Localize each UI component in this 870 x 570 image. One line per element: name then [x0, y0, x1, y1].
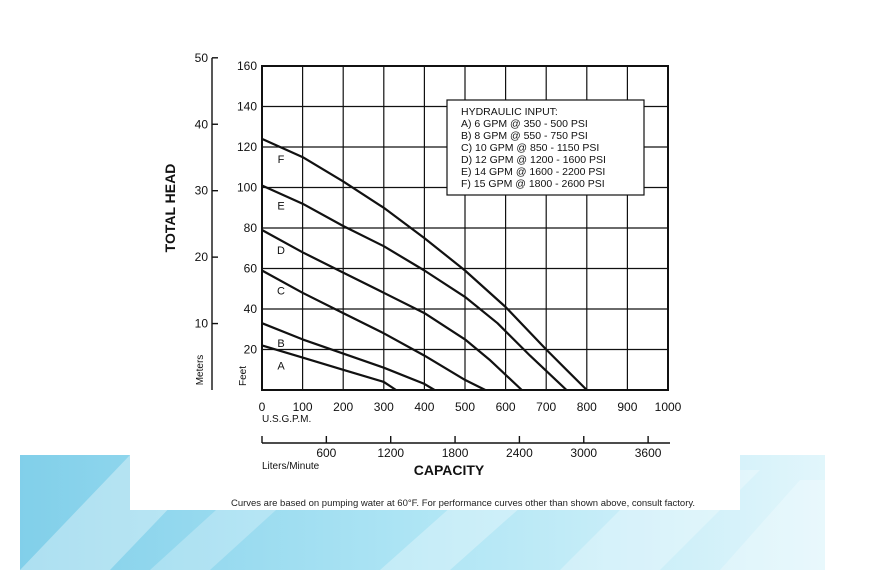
curve-c [261, 269, 486, 391]
curve-label-e: E [277, 200, 284, 212]
liters-tick-label: 2400 [506, 446, 533, 460]
legend-item: E) 14 GPM @ 1600 - 2200 PSI [461, 166, 605, 178]
y-tick-label: 100 [237, 181, 257, 195]
x-unit-liters: Liters/Minute [262, 461, 320, 472]
meters-tick-label: 50 [195, 51, 209, 65]
liters-tick-label: 1200 [377, 446, 404, 460]
liters-tick-label: 3000 [570, 446, 597, 460]
x-tick-label: 100 [293, 400, 313, 414]
meters-tick-label: 20 [195, 250, 209, 264]
meters-tick-label: 10 [195, 317, 209, 331]
curve-label-b: B [277, 338, 284, 350]
curve-f [261, 137, 588, 391]
legend-box [446, 99, 645, 196]
curve-label-a: A [277, 360, 285, 372]
x-tick-label: 1000 [655, 400, 682, 414]
legend-item: F) 15 GPM @ 1800 - 2600 PSI [461, 178, 605, 190]
y-tick-label: 20 [244, 343, 258, 357]
y-axis-meters: 10 20 30 40 50 [195, 51, 218, 390]
curve-label-f: F [278, 154, 285, 166]
y-tick-label: 140 [237, 100, 257, 114]
meters-tick-label: 40 [195, 117, 209, 131]
performance-curves: AB C D E F [261, 137, 588, 391]
legend-title: HYDRAULIC INPUT: [461, 106, 558, 118]
curve-b [261, 322, 436, 391]
legend-item: B) 8 GPM @ 550 - 750 PSI [461, 130, 588, 142]
legend-item: C) 10 GPM @ 850 - 1150 PSI [461, 142, 599, 154]
y-axis-title: TOTAL HEAD [162, 164, 178, 253]
y-tick-label: 120 [237, 140, 257, 154]
x-tick-label: 500 [455, 400, 475, 414]
liters-tick-label: 1800 [442, 446, 469, 460]
liters-tick-label: 600 [316, 446, 336, 460]
y-unit-meters: Meters [195, 355, 206, 386]
x-tick-label: 200 [333, 400, 353, 414]
x-unit-gpm: U.S.G.P.M. [262, 414, 311, 425]
curve-e [261, 184, 568, 391]
y-tick-label: 80 [244, 221, 258, 235]
y-tick-label: 60 [244, 262, 258, 276]
footnote: Curves are based on pumping water at 60°… [231, 498, 695, 509]
plot-frame [261, 65, 669, 391]
legend-item: D) 12 GPM @ 1200 - 1600 PSI [461, 154, 606, 166]
curve-a [261, 344, 397, 391]
liters-tick-label: 3600 [635, 446, 662, 460]
x-tick-label: 800 [577, 400, 597, 414]
x-tick-label: 700 [536, 400, 556, 414]
x-tick-label: 600 [496, 400, 516, 414]
y-unit-feet: Feet [238, 366, 249, 386]
x-axis-liters: 600 1200 1800 2400 3000 3600 [261, 436, 670, 460]
curve-d [261, 229, 523, 391]
meters-tick-label: 30 [195, 184, 209, 198]
legend: HYDRAULIC INPUT: A) 6 GPM @ 350 - 500 PS… [446, 99, 645, 196]
x-tick-label: 400 [414, 400, 434, 414]
legend-item: A) 6 GPM @ 350 - 500 PSI [461, 118, 588, 130]
curve-label-d: D [277, 245, 285, 257]
curve-label-c: C [277, 286, 285, 298]
x-axis-title: CAPACITY [414, 462, 485, 478]
x-tick-label: 900 [617, 400, 637, 414]
x-tick-label: 0 [259, 400, 266, 414]
y-tick-label: 160 [237, 59, 257, 73]
y-tick-label: 40 [244, 302, 258, 316]
x-tick-label: 300 [374, 400, 394, 414]
y-axis-feet: 20 40 60 80 100 120 140 160 [237, 59, 257, 357]
x-axis-gpm: 0 100 200 300 400 500 600 700 800 900 1000 [259, 400, 682, 414]
